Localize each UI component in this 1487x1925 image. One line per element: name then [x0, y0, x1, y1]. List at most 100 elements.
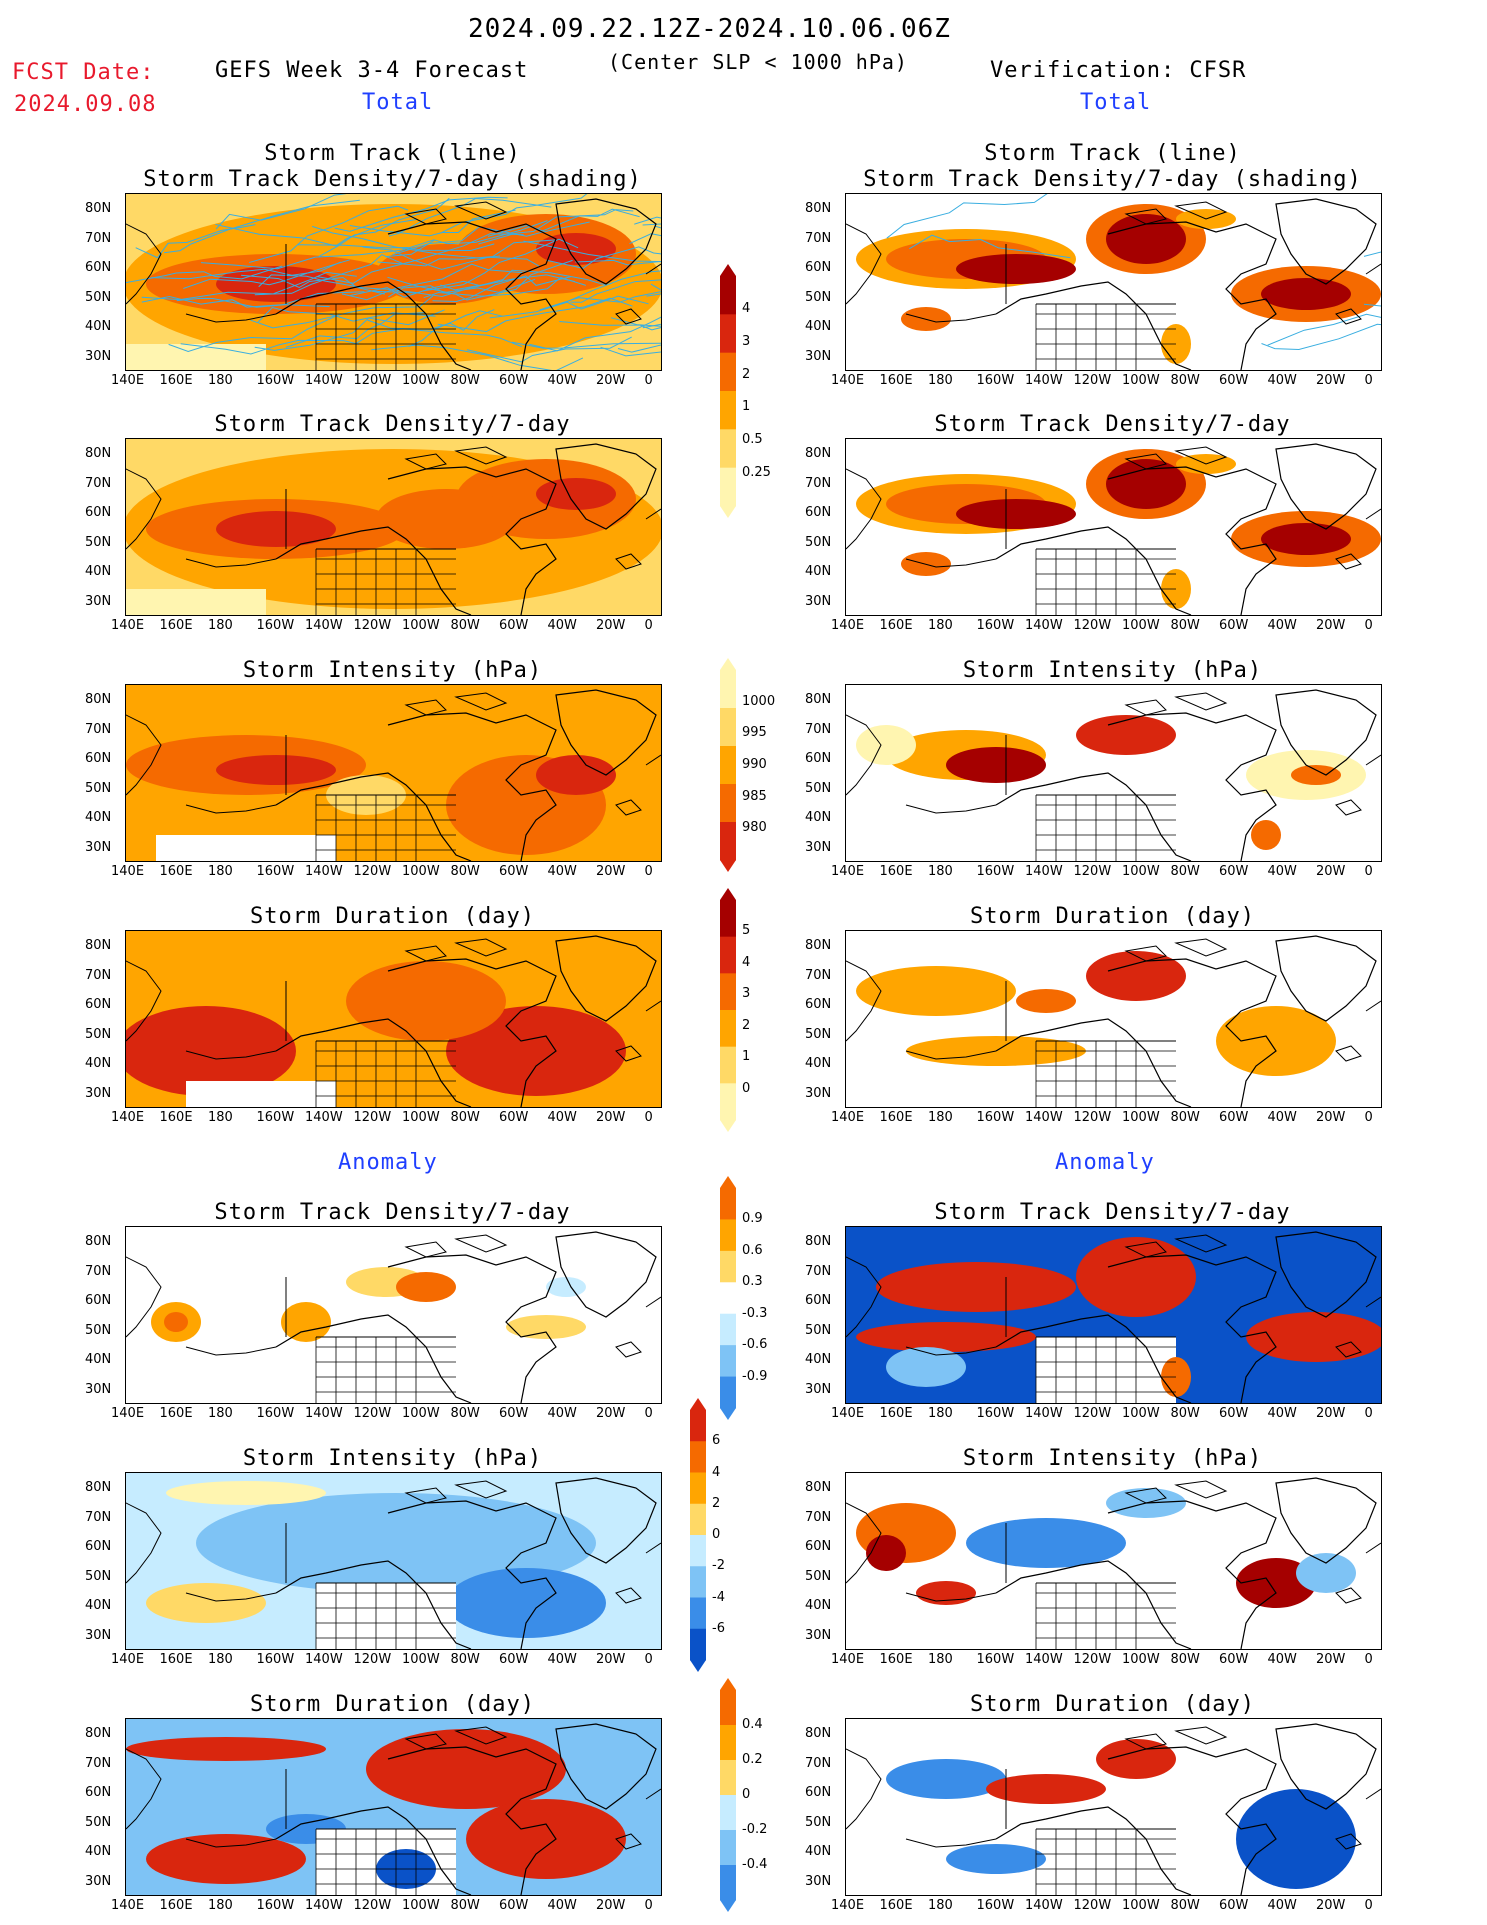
lon-tick-label: 40W [547, 1110, 577, 1125]
map-panel-left-6 [125, 1718, 662, 1896]
lat-tick-label: 80N [805, 1726, 832, 1741]
lat-tick-label: 60N [805, 751, 832, 766]
lat-tick-label: 80N [805, 1480, 832, 1495]
lon-tick-label: 100W [402, 373, 440, 388]
colorbar-density-total-label: 0.25 [742, 465, 771, 481]
lon-tick-label: 160W [256, 864, 295, 879]
lat-tick-label: 60N [85, 997, 112, 1012]
lat-tick-label: 30N [85, 839, 112, 855]
lon-tick-label: 120W [1073, 373, 1112, 388]
lon-tick-label: 140E [111, 1406, 145, 1421]
lon-tick-label: 80W [450, 373, 480, 388]
panel-title-left-1-0: Storm Track Density/7-day [214, 412, 571, 437]
lat-tick-label: 70N [805, 1755, 832, 1771]
lat-tick-label: 60N [805, 1293, 832, 1308]
lon-tick-label: 140E [831, 1652, 865, 1667]
lat-tick-label: 40N [805, 1598, 832, 1613]
lat-tick-label: 60N [85, 751, 112, 766]
lat-tick-label: 30N [85, 348, 112, 364]
lat-tick-label: 80N [85, 1234, 112, 1249]
lon-tick-label: 100W [1122, 864, 1160, 879]
panel-title-left-0-0: Storm Track (line) [264, 141, 521, 166]
lon-tick-label: 0 [644, 1898, 653, 1913]
lon-tick-label: 160E [879, 1110, 913, 1125]
lat-tick-label: 70N [805, 1509, 832, 1525]
lat-tick-label: 50N [805, 780, 832, 796]
lon-tick-label: 0 [1364, 1406, 1373, 1421]
lon-tick-label: 60W [1219, 1406, 1249, 1421]
lon-tick-label: 0 [1364, 1652, 1373, 1667]
forecast-title: GEFS Week 3-4 Forecast [215, 58, 529, 83]
lon-tick-label: 160W [976, 1652, 1015, 1667]
lon-tick-label: 120W [353, 373, 392, 388]
fcst-date-value: 2024.09.08 [14, 92, 157, 117]
lon-tick-label: 160E [879, 618, 913, 633]
map-panel-right-6 [845, 1718, 1382, 1896]
lon-tick-label: 180 [928, 618, 953, 633]
colorbar-duration-anom-label: -0.4 [742, 1857, 768, 1872]
lon-tick-label: 80W [450, 1898, 480, 1913]
lon-tick-label: 80W [450, 1652, 480, 1667]
lat-tick-label: 40N [85, 564, 112, 579]
lon-tick-label: 160E [879, 373, 913, 388]
colorbar-duration-anom [720, 1678, 736, 1912]
section-anomaly-right: Anomaly [1055, 1150, 1155, 1175]
colorbar-density-anom-label: 0.3 [742, 1274, 763, 1290]
lat-tick-label: 40N [85, 1056, 112, 1071]
map-panel-right-4 [845, 1226, 1382, 1404]
lat-tick-label: 40N [85, 1352, 112, 1367]
lon-tick-label: 80W [1170, 864, 1200, 879]
lat-tick-label: 70N [805, 475, 832, 491]
lon-tick-label: 180 [208, 1652, 233, 1667]
lon-tick-label: 160W [256, 1898, 295, 1913]
lon-tick-label: 120W [353, 1652, 392, 1667]
map-panel-left-0 [125, 193, 662, 371]
lon-tick-label: 0 [644, 1406, 653, 1421]
lat-tick-label: 30N [805, 1381, 832, 1397]
map-panel-left-1 [125, 438, 662, 616]
panel-title-left-0-1: Storm Track Density/7-day (shading) [143, 167, 642, 192]
map-panel-right-0 [845, 193, 1382, 371]
section-total-right: Total [1080, 90, 1152, 115]
lon-tick-label: 140E [831, 618, 865, 633]
colorbar-density-anom-label: 0.9 [742, 1211, 763, 1227]
lon-tick-label: 120W [353, 618, 392, 633]
lon-tick-label: 160E [159, 1406, 193, 1421]
lat-tick-label: 50N [85, 1026, 112, 1042]
lat-tick-label: 50N [85, 1322, 112, 1338]
lon-tick-label: 180 [208, 864, 233, 879]
colorbar-intensity-anom-label: -6 [712, 1620, 725, 1636]
map-panel-left-3 [125, 930, 662, 1108]
lon-tick-label: 140W [305, 1110, 343, 1125]
lat-tick-label: 70N [85, 1509, 112, 1525]
lon-tick-label: 160W [256, 1110, 295, 1125]
colorbar-duration-anom-label: 0.4 [742, 1717, 763, 1732]
lon-tick-label: 120W [353, 1898, 392, 1913]
lon-tick-label: 0 [1364, 1898, 1373, 1913]
lon-tick-label: 60W [499, 864, 529, 879]
lat-tick-label: 30N [85, 1085, 112, 1101]
lon-tick-label: 20W [596, 618, 626, 633]
lon-tick-label: 160E [879, 864, 913, 879]
lon-tick-label: 180 [928, 1652, 953, 1667]
lon-tick-label: 160E [159, 1898, 193, 1913]
lon-tick-label: 120W [1073, 1898, 1112, 1913]
lat-tick-label: 50N [805, 1322, 832, 1338]
lat-tick-label: 70N [85, 721, 112, 737]
lon-tick-label: 140E [831, 1898, 865, 1913]
lon-tick-label: 60W [499, 373, 529, 388]
date-range: 2024.09.22.12Z-2024.10.06.06Z [468, 14, 951, 44]
lon-tick-label: 100W [402, 1652, 440, 1667]
lon-tick-label: 160E [159, 373, 193, 388]
lon-tick-label: 140E [111, 1652, 145, 1667]
colorbar-density-total-label: 4 [742, 300, 751, 316]
lon-tick-label: 140W [305, 1406, 343, 1421]
lon-tick-label: 0 [1364, 373, 1373, 388]
lat-tick-label: 70N [805, 967, 832, 983]
lat-tick-label: 60N [805, 1785, 832, 1800]
lon-tick-label: 100W [402, 1110, 440, 1125]
colorbar-intensity-total-label: 980 [742, 820, 767, 836]
lat-tick-label: 30N [85, 593, 112, 609]
lon-tick-label: 180 [208, 1406, 233, 1421]
colorbar-duration-total-label: 0 [742, 1080, 751, 1096]
